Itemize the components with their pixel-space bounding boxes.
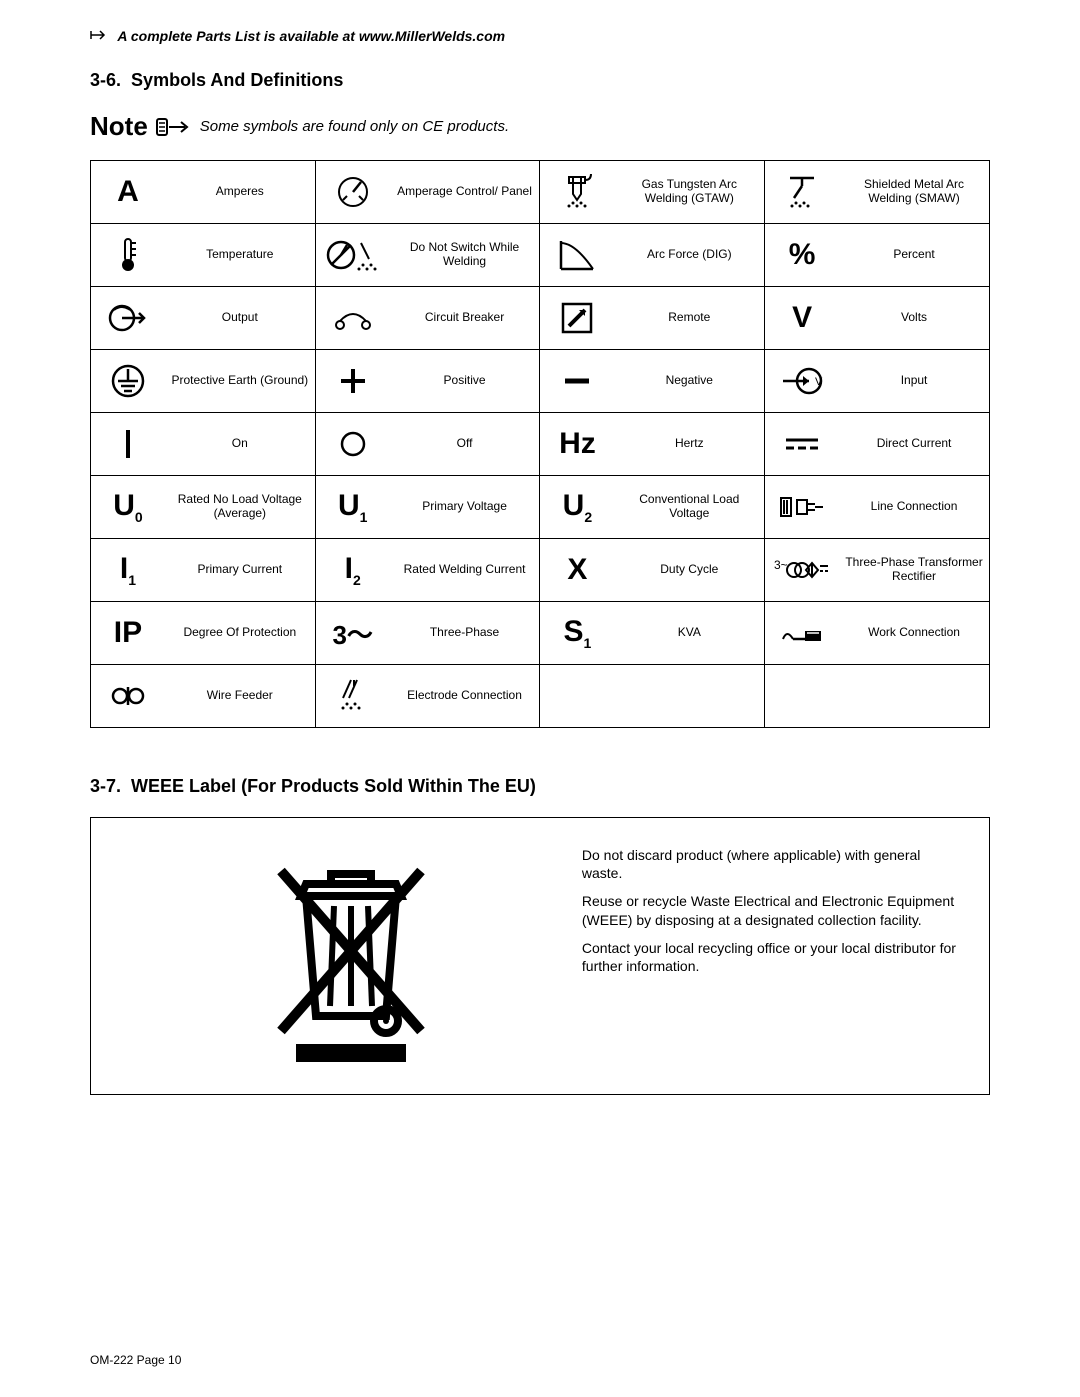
symbol-cell bbox=[765, 413, 839, 476]
symbol-label: Three-Phase Transformer Rectifier bbox=[839, 539, 989, 602]
symbol-label: Three-Phase bbox=[390, 602, 540, 665]
symbol-cell bbox=[765, 476, 839, 539]
symbol-cell: I1 bbox=[91, 539, 165, 602]
symbol-label: Degree Of Protection bbox=[165, 602, 315, 665]
section-3-7-heading: 3-7. WEEE Label (For Products Sold Withi… bbox=[90, 776, 990, 797]
note-hand-icon bbox=[156, 116, 190, 138]
symbol-cell bbox=[315, 287, 389, 350]
symbol-label: Protective Earth (Ground) bbox=[165, 350, 315, 413]
symbol-cell: X bbox=[540, 539, 614, 602]
svg-text:V: V bbox=[815, 376, 823, 388]
symbol-label: Work Connection bbox=[839, 602, 989, 665]
symbol-cell: A bbox=[91, 161, 165, 224]
symbol-label: Line Connection bbox=[839, 476, 989, 539]
symbol-cell: U1 bbox=[315, 476, 389, 539]
symbol-label: Conventional Load Voltage bbox=[614, 476, 764, 539]
symbol-label: Direct Current bbox=[839, 413, 989, 476]
symbol-label: Primary Voltage bbox=[390, 476, 540, 539]
symbol-cell bbox=[765, 665, 839, 728]
weee-icon bbox=[121, 846, 582, 1066]
symbol-cell: 3~ bbox=[765, 539, 839, 602]
page-footer: OM-222 Page 10 bbox=[90, 1353, 181, 1367]
symbol-label: Do Not Switch While Welding bbox=[390, 224, 540, 287]
symbol-cell: % bbox=[765, 224, 839, 287]
symbol-label: Circuit Breaker bbox=[390, 287, 540, 350]
symbol-cell: V bbox=[765, 350, 839, 413]
symbol-label: Duty Cycle bbox=[614, 539, 764, 602]
symbol-cell bbox=[315, 413, 389, 476]
top-note: A complete Parts List is available at ww… bbox=[90, 28, 990, 44]
symbol-cell bbox=[540, 287, 614, 350]
symbol-cell: S1 bbox=[540, 602, 614, 665]
symbol-label: Temperature bbox=[165, 224, 315, 287]
symbol-label: Rated No Load Voltage (Average) bbox=[165, 476, 315, 539]
symbol-cell bbox=[91, 287, 165, 350]
symbol-label: Amperage Control/ Panel bbox=[390, 161, 540, 224]
symbol-cell bbox=[540, 224, 614, 287]
symbol-label: Primary Current bbox=[165, 539, 315, 602]
symbol-cell bbox=[91, 350, 165, 413]
symbol-label: Amperes bbox=[165, 161, 315, 224]
weee-text: Do not discard product (where applicable… bbox=[582, 846, 959, 985]
symbol-cell bbox=[91, 665, 165, 728]
note-text: Some symbols are found only on CE produc… bbox=[200, 118, 509, 135]
symbol-cell: Hz bbox=[540, 413, 614, 476]
symbol-cell bbox=[765, 161, 839, 224]
note-row: Note Some symbols are found only on CE p… bbox=[90, 111, 990, 142]
symbol-cell: U0 bbox=[91, 476, 165, 539]
symbol-label: Output bbox=[165, 287, 315, 350]
symbol-label: Hertz bbox=[614, 413, 764, 476]
symbol-cell bbox=[540, 161, 614, 224]
symbol-label: Negative bbox=[614, 350, 764, 413]
symbol-label: Percent bbox=[839, 224, 989, 287]
note-label: Note bbox=[90, 111, 148, 142]
symbol-cell bbox=[540, 350, 614, 413]
symbol-label: Electrode Connection bbox=[390, 665, 540, 728]
svg-text:3~: 3~ bbox=[774, 558, 788, 572]
symbol-label: On bbox=[165, 413, 315, 476]
symbol-cell bbox=[315, 161, 389, 224]
symbol-cell: IP bbox=[91, 602, 165, 665]
symbol-cell bbox=[540, 665, 614, 728]
symbol-cell: I2 bbox=[315, 539, 389, 602]
symbol-cell bbox=[91, 413, 165, 476]
symbol-label: Off bbox=[390, 413, 540, 476]
symbol-label: Shielded Metal Arc Welding (SMAW) bbox=[839, 161, 989, 224]
symbol-cell: 3〜 bbox=[315, 602, 389, 665]
symbol-cell bbox=[91, 224, 165, 287]
symbol-label: Positive bbox=[390, 350, 540, 413]
hand-icon bbox=[90, 28, 108, 44]
symbol-cell: U2 bbox=[540, 476, 614, 539]
symbol-label: Wire Feeder bbox=[165, 665, 315, 728]
weee-box: Do not discard product (where applicable… bbox=[90, 817, 990, 1095]
symbol-cell: V bbox=[765, 287, 839, 350]
symbol-label bbox=[614, 665, 764, 728]
symbol-label: Arc Force (DIG) bbox=[614, 224, 764, 287]
top-note-text: A complete Parts List is available at ww… bbox=[117, 28, 505, 44]
symbol-cell bbox=[315, 224, 389, 287]
symbol-label: Input bbox=[839, 350, 989, 413]
symbol-label: Volts bbox=[839, 287, 989, 350]
symbols-table: AAmperes Amperage Control/ Panel Gas Tungs… bbox=[90, 160, 990, 728]
symbol-label: KVA bbox=[614, 602, 764, 665]
symbol-label: Gas Tungsten Arc Welding (GTAW) bbox=[614, 161, 764, 224]
symbol-label: Remote bbox=[614, 287, 764, 350]
symbol-label bbox=[839, 665, 989, 728]
symbol-cell bbox=[315, 665, 389, 728]
symbol-cell bbox=[315, 350, 389, 413]
symbol-label: Rated Welding Current bbox=[390, 539, 540, 602]
section-3-6-heading: 3-6. Symbols And Definitions bbox=[90, 70, 990, 91]
symbol-cell bbox=[765, 602, 839, 665]
